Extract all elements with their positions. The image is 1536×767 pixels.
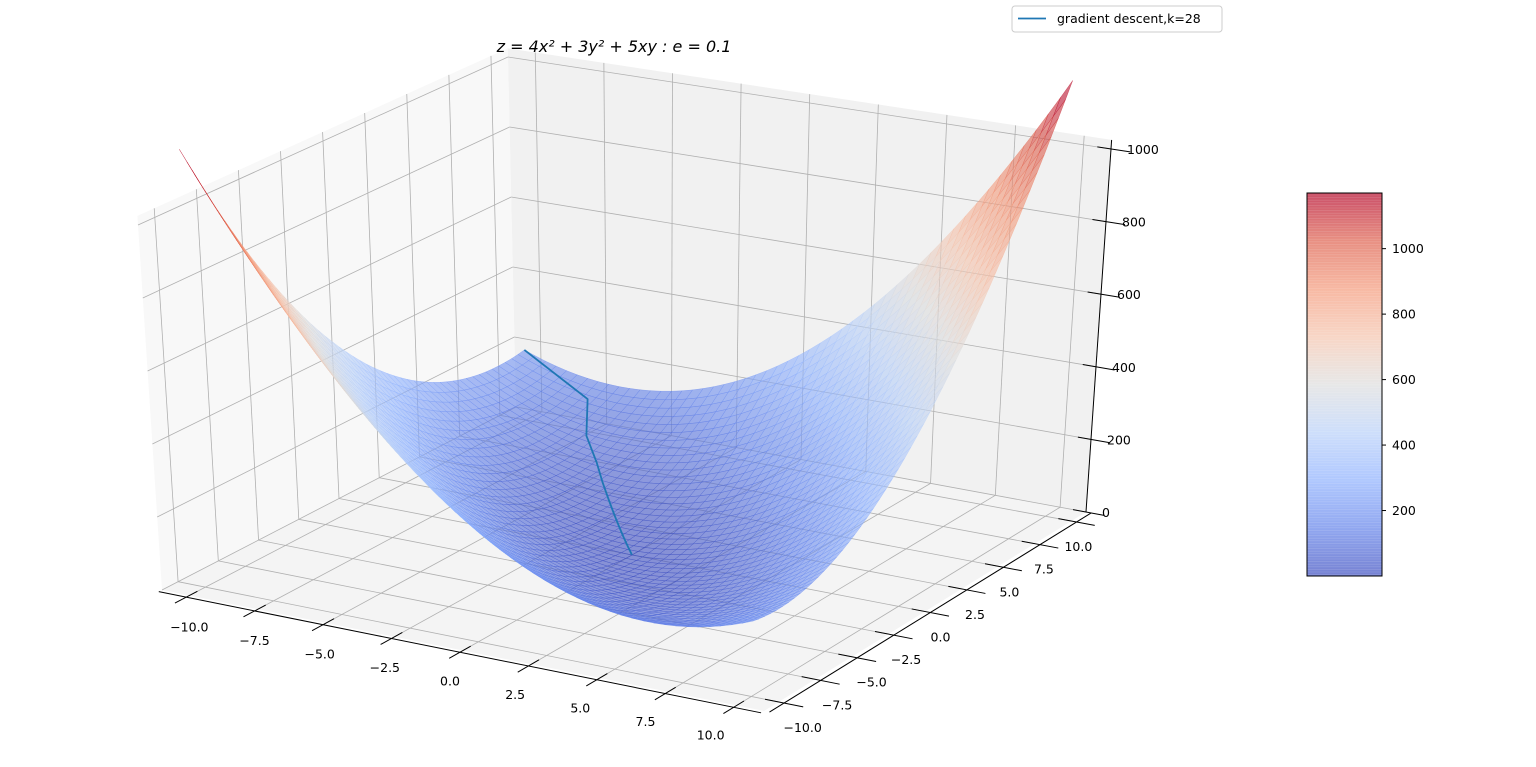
y-tick-mark [801, 676, 840, 685]
y-gridline-left [195, 189, 219, 561]
surface [179, 80, 1073, 628]
z-gridline-back [507, 56, 1112, 150]
y-gridline-left [153, 208, 179, 582]
z-tick-mark [1077, 436, 1110, 444]
x-tick-mark [586, 673, 608, 687]
x-tick-label: −7.5 [239, 633, 269, 648]
z-tick-mark [1087, 291, 1120, 298]
y-gridline-left [322, 132, 340, 499]
y-tick-label: −2.5 [891, 652, 921, 667]
legend-label: gradient descent,k=28 [1057, 11, 1201, 26]
x-gridline-back [671, 73, 673, 436]
y-tick-mark [764, 698, 804, 708]
y-tick-label: 2.5 [965, 607, 985, 622]
colorbar-tick-label: 600 [1392, 372, 1416, 387]
x-tick-mark [723, 700, 745, 715]
x-tick-label: −5.0 [305, 647, 335, 662]
y-tick-mark [1058, 518, 1095, 526]
z-tick-label: 1000 [1127, 142, 1159, 157]
legend: gradient descent,k=28 [1011, 5, 1223, 33]
x-gridline-back [534, 52, 543, 412]
x-tick-label: 5.0 [570, 701, 590, 716]
x-tick-mark [448, 645, 471, 659]
z-gridline-back [511, 196, 1102, 295]
y-tick-label: −7.5 [822, 697, 852, 712]
x-tick-label: −2.5 [370, 660, 400, 675]
x-gridline-back [603, 62, 608, 424]
z-tick-label: 200 [1107, 432, 1131, 447]
y-tick-label: −10.0 [783, 720, 821, 735]
y-tick-mark [911, 608, 950, 617]
y-tick-label: 10.0 [1064, 539, 1092, 554]
colorbar-tick-label: 400 [1392, 438, 1416, 453]
y-tick-mark [838, 653, 877, 662]
y-gridline-left [490, 55, 501, 416]
x-tick-mark [174, 590, 198, 604]
y-tick-mark [1021, 540, 1059, 549]
z-gridline-left [137, 56, 509, 226]
chart-title: z = 4x² + 3y² + 5xy : e = 0.1 [496, 37, 732, 56]
x-tick-label: 10.0 [697, 728, 725, 743]
colorbar-tick-label: 200 [1392, 503, 1416, 518]
y-gridline-floor [178, 581, 779, 703]
surface-facet [1053, 80, 1073, 117]
z-gridline-left [142, 126, 510, 299]
x-tick-mark [311, 618, 335, 632]
z-tick-mark [1082, 364, 1115, 371]
z-gridline-left [147, 196, 512, 372]
colorbar-tick-label: 800 [1392, 307, 1416, 322]
y-tick-mark [874, 631, 913, 640]
z-tick-label: 0 [1102, 505, 1110, 520]
x-tick-label: 7.5 [636, 714, 656, 729]
y-gridline-left [238, 170, 259, 541]
x-tick-mark [654, 686, 676, 701]
y-gridline-floor [258, 539, 852, 658]
y-gridline-floor [218, 560, 816, 680]
z-tick-label: 800 [1122, 215, 1146, 230]
y-tick-label: 7.5 [1034, 562, 1054, 577]
y-tick-label: −5.0 [856, 675, 886, 690]
z-axis-line [1085, 139, 1113, 513]
z-tick-mark [1097, 146, 1131, 153]
z-tick-label: 400 [1112, 360, 1136, 375]
y-tick-label: 5.0 [999, 584, 1019, 599]
x-tick-label: 2.5 [505, 687, 525, 702]
surface-facet [179, 149, 200, 183]
y-tick-label: 0.0 [931, 630, 951, 645]
x-tick-label: 0.0 [440, 674, 460, 689]
y-gridline-left [448, 74, 461, 437]
x-gridline-back [1059, 135, 1085, 508]
x-tick-mark [517, 659, 540, 673]
y-gridline-left [280, 151, 300, 520]
z-tick-label: 600 [1117, 287, 1141, 302]
x-tick-label: −10.0 [170, 620, 208, 635]
z-tick-mark [1072, 509, 1105, 516]
x-tick-mark [243, 604, 266, 618]
z-tick-mark [1092, 218, 1126, 226]
z-gridline-back [512, 266, 1097, 368]
y-tick-mark [984, 563, 1022, 572]
y-tick-mark [948, 585, 986, 594]
x-tick-mark [380, 632, 403, 645]
colorbar: 200 400 600 800 1000 [1306, 192, 1424, 577]
colorbar-tick-label: 1000 [1392, 241, 1424, 256]
axis-lines [158, 139, 1131, 715]
z-gridline-left [157, 336, 515, 518]
